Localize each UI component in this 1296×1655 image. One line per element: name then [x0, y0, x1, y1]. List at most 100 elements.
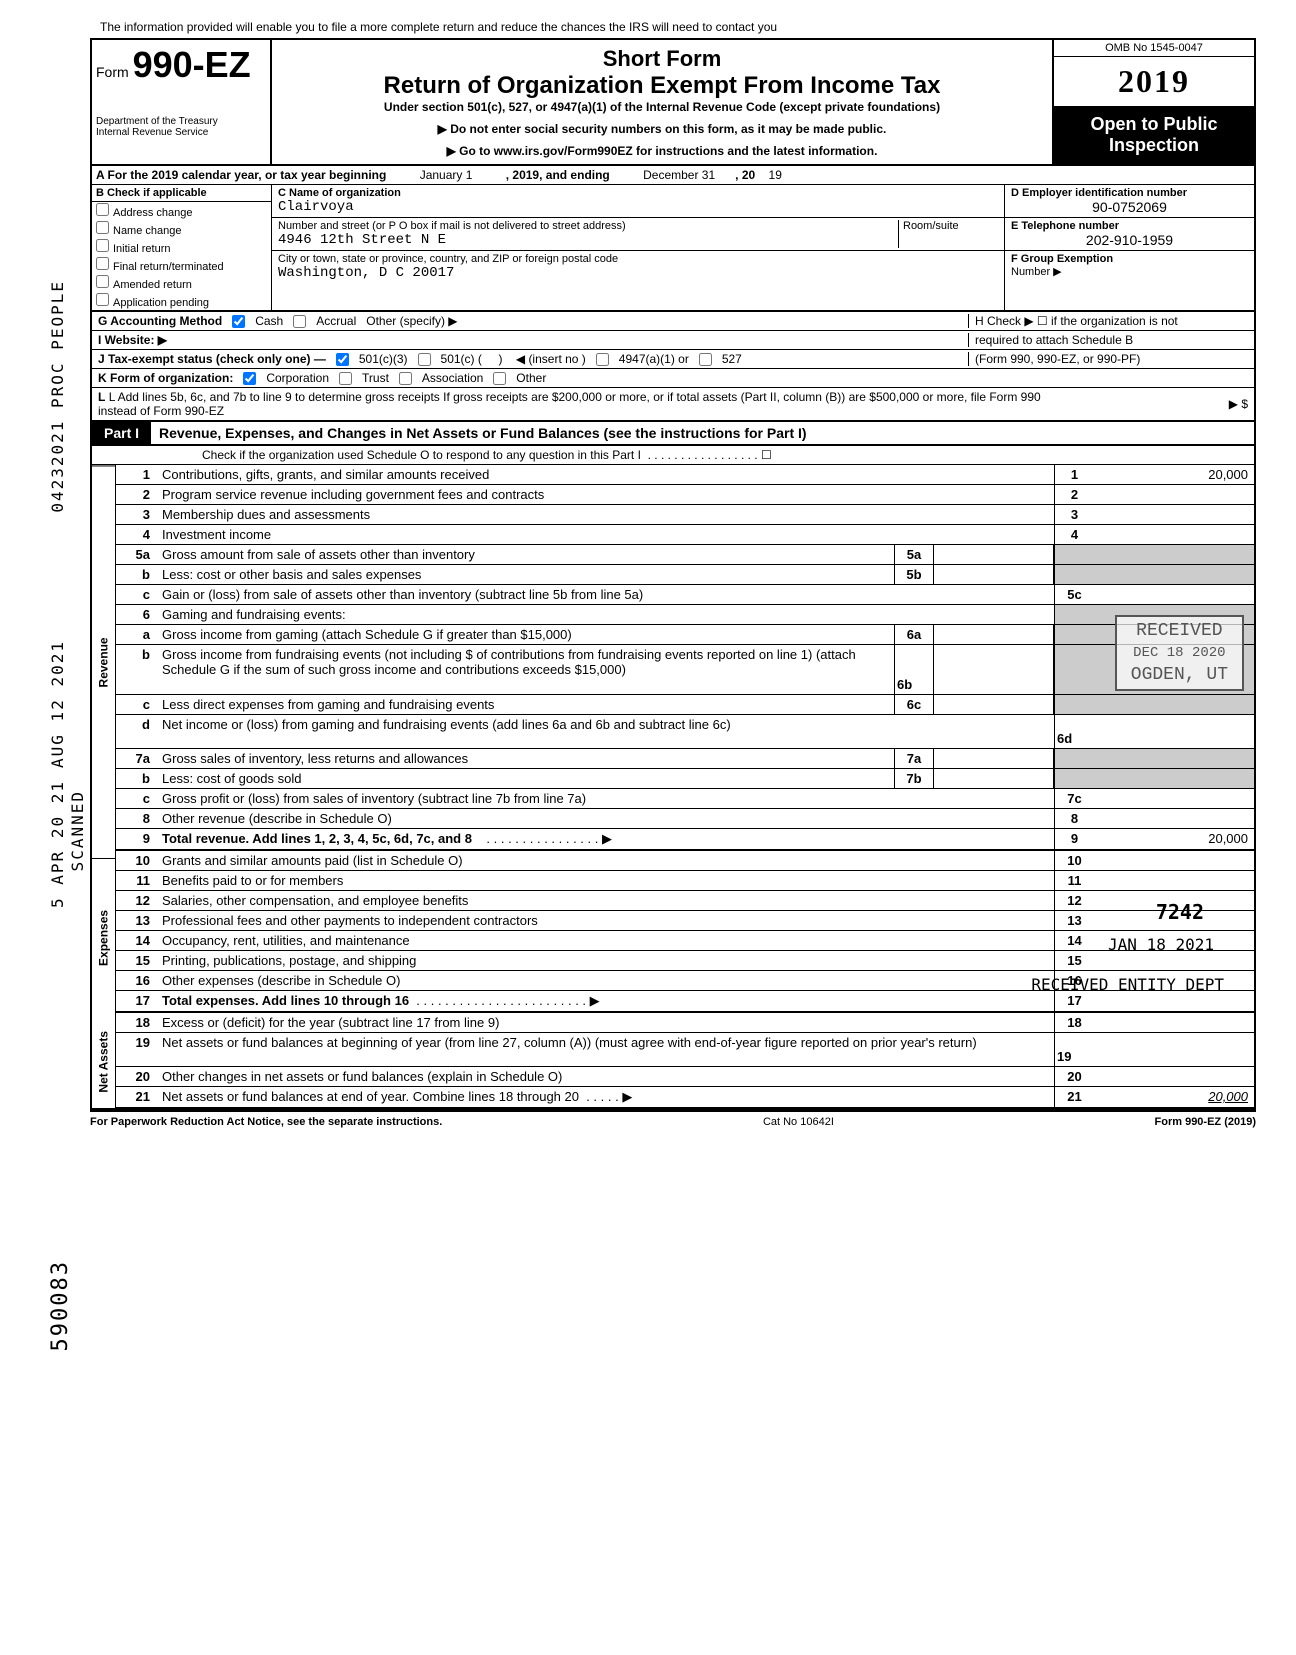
chk-corporation[interactable] [243, 372, 256, 385]
chk-initial-return[interactable] [96, 239, 109, 252]
lbl-initial-return: Initial return [113, 243, 170, 255]
form-header: Form 990-EZ Department of the Treasury I… [90, 38, 1256, 166]
ln-3-val [1094, 505, 1254, 524]
ln-5b-mval [934, 565, 1054, 584]
ln-13-box: 13 [1054, 911, 1094, 930]
chk-501c[interactable] [418, 353, 431, 366]
org-name-label: C Name of organization [278, 187, 401, 199]
ln-20-desc: Other changes in net assets or fund bala… [156, 1067, 1054, 1086]
ln-7c-num: c [116, 789, 156, 808]
chk-trust[interactable] [339, 372, 352, 385]
chk-4947[interactable] [596, 353, 609, 366]
page-footer: For Paperwork Reduction Act Notice, see … [90, 1110, 1256, 1132]
ln-2-box: 2 [1054, 485, 1094, 504]
ln-6c-shade2 [1094, 695, 1254, 714]
ln-7c-desc: Gross profit or (loss) from sales of inv… [156, 789, 1054, 808]
ln-9-desc: Total revenue. Add lines 1, 2, 3, 4, 5c,… [162, 831, 472, 846]
chk-address-change[interactable] [96, 203, 109, 216]
form-title: Return of Organization Exempt From Incom… [282, 72, 1042, 100]
group-label: F Group Exemption [1011, 253, 1113, 265]
chk-amended-return[interactable] [96, 275, 109, 288]
footer-mid: Cat No 10642I [763, 1116, 834, 1128]
stamp-jan-2021: JAN 18 2021 [1108, 935, 1214, 954]
line-a: A For the 2019 calendar year, or tax yea… [90, 166, 1256, 185]
chk-association[interactable] [399, 372, 412, 385]
lbl-4947: 4947(a)(1) or [619, 352, 689, 366]
ln-7a-num: 7a [116, 749, 156, 768]
line-a-end: December 31 [643, 168, 715, 182]
ln-5a-num: 5a [116, 545, 156, 564]
ln-15-box: 15 [1054, 951, 1094, 970]
line-a-begin: January 1 [420, 168, 473, 182]
ln-7c-val [1094, 789, 1254, 808]
ln-6-desc: Gaming and fundraising events: [156, 605, 1054, 624]
form-number: 990-EZ [133, 44, 251, 85]
city-label: City or town, state or province, country… [278, 253, 998, 265]
ln-4-box: 4 [1054, 525, 1094, 544]
chk-final-return[interactable] [96, 257, 109, 270]
ln-10-desc: Grants and similar amounts paid (list in… [156, 851, 1054, 870]
chk-cash[interactable] [232, 315, 245, 328]
ln-6a-num: a [116, 625, 156, 644]
ln-11-val [1094, 871, 1254, 890]
instr-1: ▶ Do not enter social security numbers o… [282, 122, 1042, 136]
ln-16-num: 16 [116, 971, 156, 990]
ln-7a-mval [934, 749, 1054, 768]
side-stamp-1: 04232021 PROC PEOPLE [48, 280, 67, 513]
ln-5a-desc: Gross amount from sale of assets other t… [156, 545, 894, 564]
ln-15-num: 15 [116, 951, 156, 970]
chk-application-pending[interactable] [96, 293, 109, 306]
ein-label: D Employer identification number [1011, 187, 1187, 199]
chk-other-org[interactable] [493, 372, 506, 385]
ln-6d-num: d [116, 715, 156, 748]
ln-12-box: 12 [1054, 891, 1094, 910]
ln-9-arrow: ▶ [602, 831, 612, 846]
stamp-entity-dept: RECEIVED ENTITY DEPT [1031, 975, 1224, 994]
g-label: G Accounting Method [98, 314, 222, 328]
ln-1-num: 1 [116, 465, 156, 484]
ln-11-box: 11 [1054, 871, 1094, 890]
ln-4-val [1094, 525, 1254, 544]
chk-527[interactable] [699, 353, 712, 366]
ln-6a-desc: Gross income from gaming (attach Schedul… [156, 625, 894, 644]
ln-7b-num: b [116, 769, 156, 788]
chk-501c3[interactable] [336, 353, 349, 366]
phone-label: E Telephone number [1011, 220, 1119, 232]
h-label-2: required to attach Schedule B [975, 333, 1133, 347]
phone-value: 202-910-1959 [1011, 232, 1248, 248]
ln-19-num: 19 [116, 1033, 156, 1066]
chk-name-change[interactable] [96, 221, 109, 234]
h-label-3: (Form 990, 990-EZ, or 990-PF) [975, 352, 1140, 366]
ln-6b-num: b [116, 645, 156, 694]
ln-4-desc: Investment income [156, 525, 1054, 544]
section-ghijkl: G Accounting Method Cash Accrual Other (… [90, 312, 1256, 422]
ln-5b-num: b [116, 565, 156, 584]
ln-3-desc: Membership dues and assessments [156, 505, 1054, 524]
stamp-ogden: OGDEN, UT [1131, 665, 1228, 685]
footer-right: Form 990-EZ (2019) [1155, 1116, 1256, 1128]
ln-21-desc: Net assets or fund balances at end of ye… [162, 1089, 579, 1104]
lbl-501c: 501(c) ( [441, 352, 482, 366]
ln-6a-mval [934, 625, 1054, 644]
ln-6b-desc: Gross income from fundraising events (no… [156, 645, 894, 694]
ln-10-box: 10 [1054, 851, 1094, 870]
ln-6d-val [1094, 715, 1254, 748]
chk-accrual[interactable] [293, 315, 306, 328]
part-1-header: Part I Revenue, Expenses, and Changes in… [90, 422, 1256, 446]
ln-7b-mbox: 7b [894, 769, 934, 788]
ln-2-val [1094, 485, 1254, 504]
ln-8-num: 8 [116, 809, 156, 828]
section-bcdef: B Check if applicable Address change Nam… [90, 185, 1256, 312]
ln-7b-shade [1054, 769, 1094, 788]
ln-7b-desc: Less: cost of goods sold [156, 769, 894, 788]
lbl-accrual: Accrual [316, 314, 356, 328]
part-1-label: Part I [92, 422, 151, 444]
stamp-received-text: RECEIVED [1131, 621, 1228, 641]
lbl-cash: Cash [255, 314, 283, 328]
ln-21-val: 20,000 [1094, 1087, 1254, 1107]
ln-19-box: 19 [1054, 1033, 1094, 1066]
side-stamp-5: 590083 [48, 1260, 73, 1351]
h-label: H Check ▶ ☐ if the organization is not [975, 314, 1178, 328]
k-label: K Form of organization: [98, 371, 233, 385]
dept-2: Internal Revenue Service [96, 127, 266, 138]
